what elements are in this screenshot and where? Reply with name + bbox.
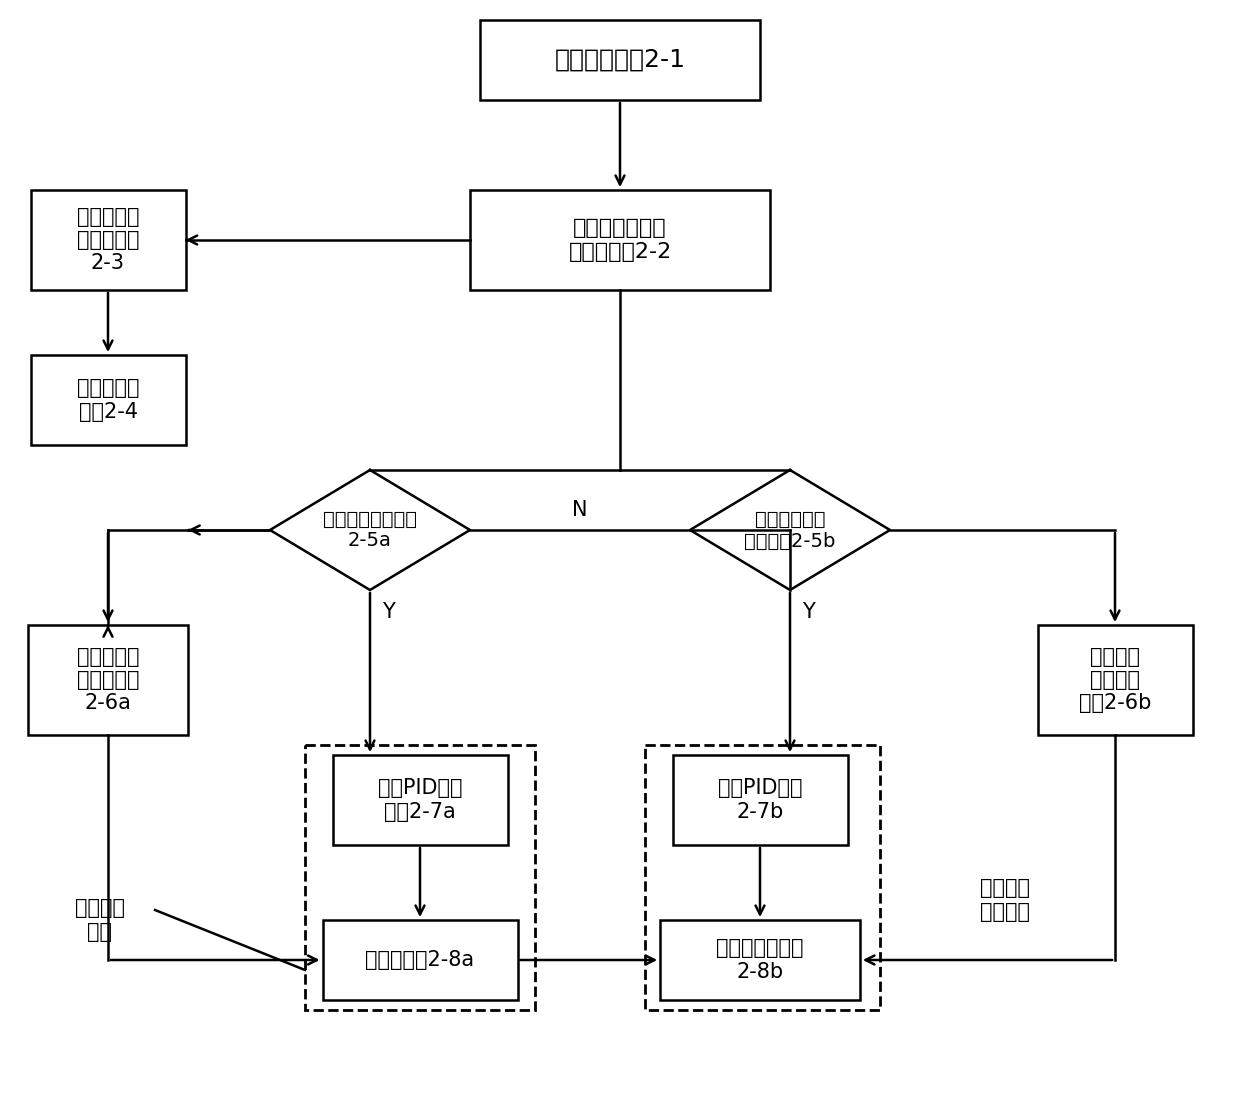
Text: 信号中枢系统2-1: 信号中枢系统2-1 — [554, 48, 686, 72]
Text: 转速控制死区参
照对比模块2-2: 转速控制死区参 照对比模块2-2 — [568, 218, 672, 262]
Polygon shape — [270, 470, 470, 590]
Bar — [672, 755, 847, 844]
Bar — [305, 745, 534, 1010]
Bar — [470, 190, 770, 290]
Bar — [332, 755, 507, 844]
Text: 转速控制判断模块
2-5a: 转速控制判断模块 2-5a — [322, 510, 417, 551]
Text: 转速控制器2-8a: 转速控制器2-8a — [366, 950, 475, 970]
Bar — [322, 920, 517, 1000]
Text: 转速控制
模块: 转速控制 模块 — [74, 898, 125, 942]
Bar — [31, 190, 186, 290]
Text: Y: Y — [382, 603, 394, 622]
Text: 定速率降速
装置2-4: 定速率降速 装置2-4 — [77, 379, 139, 421]
Bar — [645, 745, 880, 1010]
Text: 串级PID模块
2-7b: 串级PID模块 2-7b — [718, 778, 802, 822]
Text: Y: Y — [802, 603, 815, 622]
Text: 静叶开度控制器
2-8b: 静叶开度控制器 2-8b — [717, 939, 804, 981]
Bar — [660, 920, 861, 1000]
Text: 电厂实时
数据处理
模块2-6b: 电厂实时 数据处理 模块2-6b — [1079, 647, 1151, 713]
Bar — [29, 625, 188, 735]
Bar — [480, 20, 760, 100]
Bar — [1038, 625, 1193, 735]
Text: 自动闭锁静
叶控制系统
2-3: 自动闭锁静 叶控制系统 2-3 — [77, 207, 139, 273]
Text: 电厂实时数
据处理模块
2-6a: 电厂实时数 据处理模块 2-6a — [77, 647, 139, 713]
Text: 静叶开度
控制模块: 静叶开度 控制模块 — [980, 878, 1030, 922]
Text: 静叶开度控制
判断模块2-5b: 静叶开度控制 判断模块2-5b — [744, 510, 836, 551]
Text: N: N — [572, 500, 588, 520]
Text: 模糊PID整定
模块2-7a: 模糊PID整定 模块2-7a — [378, 778, 463, 822]
Bar — [31, 355, 186, 445]
Polygon shape — [689, 470, 890, 590]
